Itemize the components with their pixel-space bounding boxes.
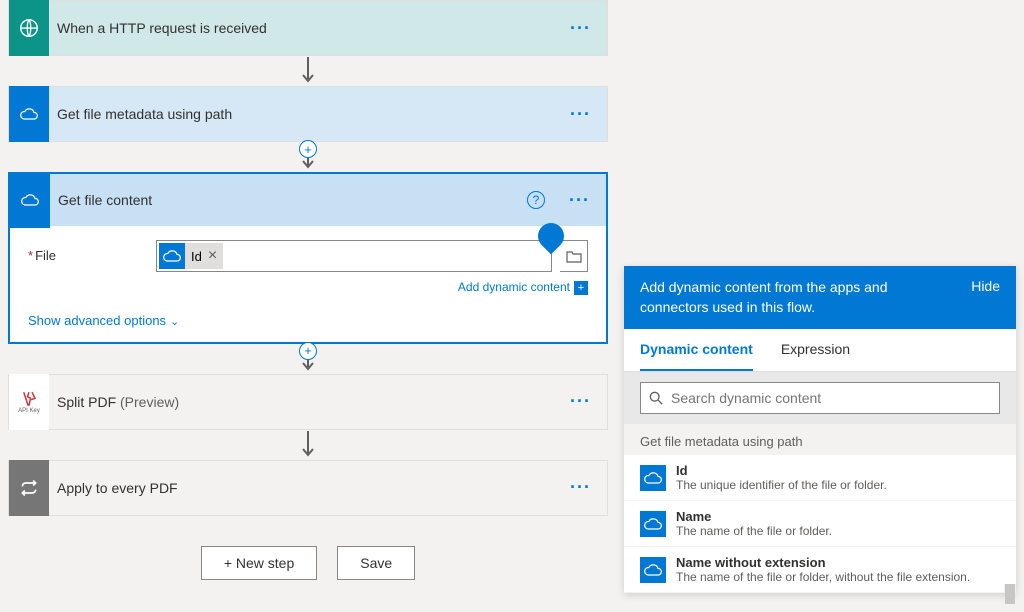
dynamic-item-id[interactable]: Id The unique identifier of the file or … xyxy=(624,455,1016,501)
cloud-icon xyxy=(159,243,185,269)
tab-expression[interactable]: Expression xyxy=(781,329,850,371)
arrow-connector: + xyxy=(8,142,608,172)
tab-dynamic-content[interactable]: Dynamic content xyxy=(640,329,753,371)
group-header: Get file metadata using path xyxy=(624,424,1016,455)
cloud-icon xyxy=(640,557,666,583)
step-menu-button[interactable]: ··· xyxy=(554,391,607,412)
item-desc: The name of the file or folder, without … xyxy=(676,570,970,584)
save-button[interactable]: Save xyxy=(337,546,415,580)
dynamic-item-name-noext[interactable]: Name without extension The name of the f… xyxy=(624,547,1016,593)
dynamic-token-id: Id × xyxy=(159,243,223,269)
scrollbar[interactable] xyxy=(1004,584,1016,593)
show-advanced-link[interactable]: Show advanced options⌄ xyxy=(10,305,606,342)
step-apply-each[interactable]: Apply to every PDF ··· xyxy=(8,460,608,516)
hide-panel-button[interactable]: Hide xyxy=(971,278,1000,317)
cloud-icon xyxy=(640,511,666,537)
step-menu-button[interactable]: ··· xyxy=(554,477,607,498)
arrow-connector xyxy=(8,430,608,460)
chevron-down-icon: ⌄ xyxy=(170,316,179,328)
remove-token-button[interactable]: × xyxy=(202,247,223,265)
cloud-icon xyxy=(10,172,50,228)
token-label: Id xyxy=(191,249,202,264)
step-title: When a HTTP request is received xyxy=(49,20,554,36)
step-http-trigger[interactable]: When a HTTP request is received ··· xyxy=(8,0,608,56)
panel-header-text: Add dynamic content from the apps and co… xyxy=(640,278,971,317)
add-dynamic-content-link[interactable]: Add dynamic content+ xyxy=(28,280,588,295)
cloud-icon xyxy=(9,86,49,142)
step-split-pdf[interactable]: API Key Split PDF (Preview) ··· xyxy=(8,374,608,430)
help-icon[interactable]: ? xyxy=(527,191,545,209)
step-menu-button[interactable]: ··· xyxy=(554,18,607,39)
field-label: *File xyxy=(28,240,148,263)
search-input-wrapper[interactable] xyxy=(640,382,1000,414)
loop-icon xyxy=(9,460,49,516)
file-input[interactable]: Id × xyxy=(156,240,552,272)
search-icon xyxy=(649,391,663,405)
item-title: Name without extension xyxy=(676,555,970,570)
item-title: Name xyxy=(676,509,832,524)
item-title: Id xyxy=(676,463,887,478)
add-step-button[interactable]: + xyxy=(299,342,317,360)
globe-icon xyxy=(9,0,49,56)
item-desc: The name of the file or folder. xyxy=(676,524,832,538)
cloud-icon xyxy=(640,465,666,491)
step-menu-button[interactable]: ··· xyxy=(553,190,606,211)
arrow-connector: + xyxy=(8,344,608,374)
step-get-metadata[interactable]: Get file metadata using path ··· xyxy=(8,86,608,142)
add-step-button[interactable]: + xyxy=(299,140,317,158)
plus-icon: + xyxy=(574,281,588,295)
arrow-connector xyxy=(8,56,608,86)
search-input[interactable] xyxy=(663,390,991,406)
api-key-icon: API Key xyxy=(9,374,49,430)
step-header[interactable]: Get file content ? ··· xyxy=(10,174,606,226)
dynamic-content-list: Id The unique identifier of the file or … xyxy=(624,455,1016,593)
dynamic-content-panel: Add dynamic content from the apps and co… xyxy=(624,266,1016,593)
step-get-content-expanded: Get file content ? ··· *File Id × xyxy=(8,172,608,344)
step-title: Get file metadata using path xyxy=(49,106,554,122)
item-desc: The unique identifier of the file or fol… xyxy=(676,478,887,492)
folder-picker-button[interactable] xyxy=(560,240,588,272)
step-title: Get file content xyxy=(50,192,527,208)
step-title: Apply to every PDF xyxy=(49,480,554,496)
new-step-button[interactable]: + New step xyxy=(201,546,317,580)
step-title: Split PDF (Preview) xyxy=(49,394,554,410)
step-menu-button[interactable]: ··· xyxy=(554,104,607,125)
dynamic-item-name[interactable]: Name The name of the file or folder. xyxy=(624,501,1016,547)
